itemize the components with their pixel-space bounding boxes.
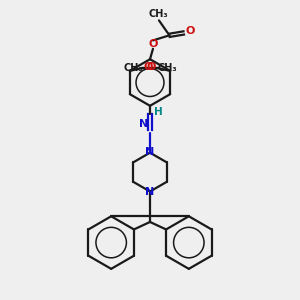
Text: O: O [185, 26, 194, 37]
Text: N: N [146, 147, 154, 157]
Text: N: N [146, 187, 154, 196]
Text: CH₃: CH₃ [148, 9, 168, 20]
Text: CH₃: CH₃ [157, 63, 177, 73]
Text: H: H [154, 107, 163, 117]
Text: O: O [144, 62, 153, 72]
Text: CH₃: CH₃ [123, 63, 143, 73]
Text: O: O [149, 39, 158, 49]
Text: N: N [140, 119, 149, 129]
Text: O: O [147, 62, 156, 72]
